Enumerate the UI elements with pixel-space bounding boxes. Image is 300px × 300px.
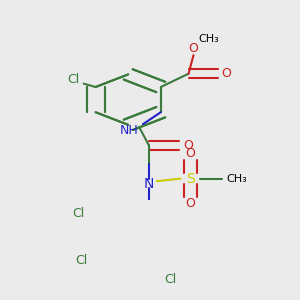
Text: O: O [189,42,198,55]
Text: O: O [184,139,194,152]
Text: Cl: Cl [68,73,80,85]
Text: N: N [144,177,154,191]
Text: Cl: Cl [165,273,177,286]
Text: CH₃: CH₃ [198,34,219,44]
Text: NH: NH [120,124,139,137]
Text: S: S [186,172,195,186]
Text: O: O [221,67,231,80]
Text: Cl: Cl [73,207,85,220]
Text: CH₃: CH₃ [227,174,248,184]
Text: Cl: Cl [76,254,88,267]
Text: O: O [186,197,196,210]
Text: O: O [186,147,196,160]
